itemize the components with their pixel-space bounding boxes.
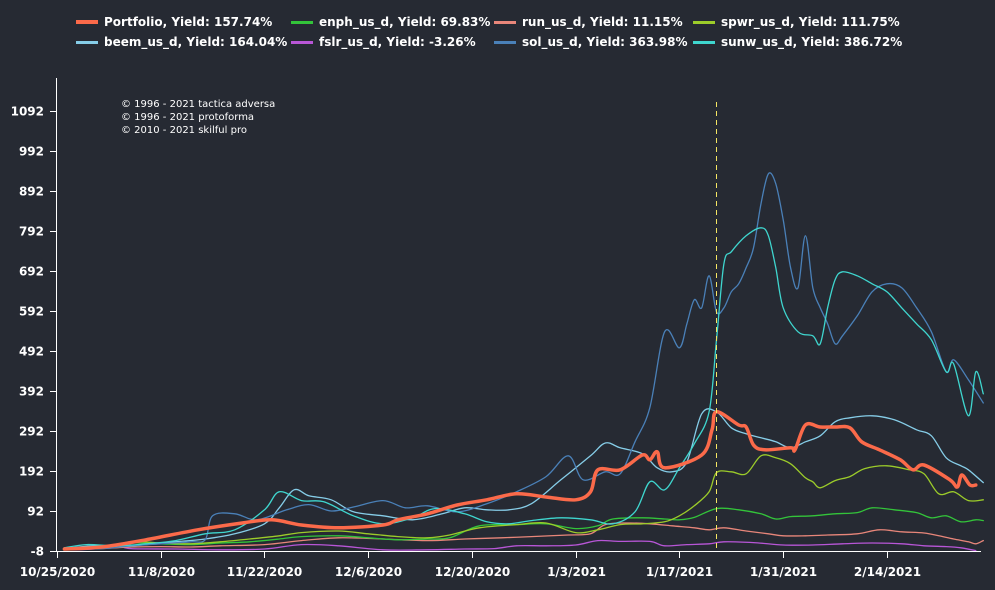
legend-swatch — [494, 40, 516, 44]
y-tick-label: 992 — [19, 145, 44, 159]
legend-item-sunw[interactable]: sunw_us_d, Yield: 386.72% — [693, 35, 902, 49]
series-line-sunw — [63, 227, 984, 549]
legend: Portfolio, Yield: 157.74% enph_us_d, Yie… — [0, 0, 995, 60]
legend-label: sol_us_d, Yield: 363.98% — [522, 35, 688, 49]
y-tick-label: -8 — [31, 545, 44, 559]
x-axis-ticks: 10/25/2020 11/8/2020 11/22/2020 12/6/2020 12… — [20, 552, 921, 579]
copyright-line: © 1996 - 2021 tactica adversa — [121, 99, 276, 110]
x-tick-label: 11/22/2020 — [227, 565, 303, 579]
series-line-beem — [63, 408, 984, 550]
y-tick-label: 692 — [19, 265, 44, 279]
legend-label: sunw_us_d, Yield: 386.72% — [721, 35, 903, 49]
legend-label: spwr_us_d, Yield: 111.75% — [721, 15, 900, 29]
legend-label: Portfolio, Yield: 157.74% — [104, 15, 273, 29]
x-tick-label: 1/31/2021 — [750, 565, 817, 579]
legend-swatch — [76, 20, 98, 24]
y-tick-label: 792 — [19, 225, 44, 239]
y-tick-label: 192 — [19, 465, 44, 479]
legend-swatch — [693, 40, 715, 44]
legend-swatch — [693, 20, 715, 24]
y-tick-label: 92 — [27, 505, 44, 519]
legend-label: fslr_us_d, Yield: -3.26% — [319, 35, 476, 49]
y-tick-label: 892 — [19, 185, 44, 199]
y-tick-label: 1092 — [11, 105, 44, 119]
x-tick-label: 1/17/2021 — [646, 565, 713, 579]
legend-swatch — [291, 40, 313, 44]
y-axis-ticks: -8 92 192 292 392 492 592 692 792 892 992 1092 — [11, 105, 56, 559]
legend-item-run[interactable]: run_us_d, Yield: 11.15% — [494, 15, 683, 29]
legend-label: enph_us_d, Yield: 69.83% — [319, 15, 491, 29]
y-tick-label: 592 — [19, 305, 44, 319]
legend-swatch — [76, 40, 98, 44]
legend-swatch — [291, 20, 313, 24]
legend-swatch — [494, 20, 516, 24]
legend-item-beem[interactable]: beem_us_d, Yield: 164.04% — [76, 35, 287, 49]
x-tick-label: 1/3/2021 — [547, 565, 606, 579]
legend-label: run_us_d, Yield: 11.15% — [522, 15, 683, 29]
y-tick-label: 392 — [19, 385, 44, 399]
legend-item-spwr[interactable]: spwr_us_d, Yield: 111.75% — [693, 15, 900, 29]
y-tick-label: 292 — [19, 425, 44, 439]
copyright-line: © 2010 - 2021 skilful pro — [121, 125, 247, 136]
series-line-spwr — [63, 454, 984, 550]
series-line-fslr — [63, 539, 977, 552]
x-tick-label: 11/8/2020 — [128, 565, 195, 579]
series-line-sol — [63, 172, 984, 550]
legend-item-portfolio[interactable]: Portfolio, Yield: 157.74% — [76, 15, 272, 29]
x-tick-label: 10/25/2020 — [20, 565, 96, 579]
x-tick-label: 12/6/2020 — [335, 565, 402, 579]
x-tick-label: 12/20/2020 — [435, 565, 511, 579]
legend-item-sol[interactable]: sol_us_d, Yield: 363.98% — [494, 35, 687, 49]
copyright-line: © 1996 - 2021 protoforma — [121, 112, 255, 123]
copyright-notice: © 1996 - 2021 tactica adversa © 1996 - 2… — [121, 98, 275, 137]
y-tick-label: 492 — [19, 345, 44, 359]
x-tick-label: 2/14/2021 — [854, 565, 921, 579]
series-line-portfolio — [62, 410, 978, 551]
legend-label: beem_us_d, Yield: 164.04% — [104, 35, 288, 49]
legend-item-enph[interactable]: enph_us_d, Yield: 69.83% — [291, 15, 490, 29]
series-layer — [62, 172, 984, 552]
legend-item-fslr[interactable]: fslr_us_d, Yield: -3.26% — [291, 35, 476, 49]
